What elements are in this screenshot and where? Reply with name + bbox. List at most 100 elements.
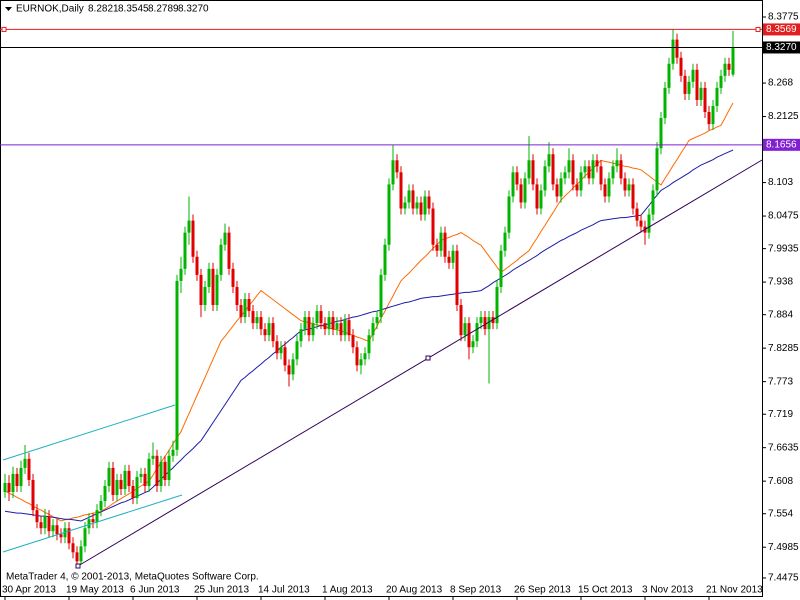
y-tick-label: 8.3775 bbox=[768, 12, 799, 23]
candle-body bbox=[223, 232, 227, 245]
candle-body bbox=[139, 473, 143, 477]
candle-body bbox=[495, 286, 499, 324]
candle-body bbox=[595, 160, 599, 167]
candle-body bbox=[503, 232, 507, 251]
y-tick-label: 8.0475 bbox=[768, 211, 799, 222]
candle-body bbox=[667, 63, 671, 88]
candle-body bbox=[403, 202, 407, 209]
x-tick-label: 8 Sep 2013 bbox=[450, 585, 502, 596]
candle-body bbox=[543, 166, 547, 191]
candle-body bbox=[143, 473, 147, 486]
candle-body bbox=[27, 458, 31, 480]
candle-body bbox=[103, 485, 107, 502]
candle-body bbox=[207, 268, 211, 287]
candle-body bbox=[387, 184, 391, 245]
candle-body bbox=[287, 365, 291, 375]
candle-body bbox=[427, 196, 431, 209]
anchor-point bbox=[425, 355, 431, 361]
candle-body bbox=[355, 347, 359, 366]
candle-body bbox=[183, 232, 187, 269]
candle-body bbox=[479, 317, 483, 324]
candle-body bbox=[75, 552, 79, 562]
candle-body bbox=[395, 160, 399, 173]
candle-body bbox=[635, 208, 639, 221]
candle-body bbox=[423, 196, 427, 215]
candle-body bbox=[343, 320, 347, 336]
candle-body bbox=[607, 178, 611, 197]
candle-body bbox=[367, 335, 371, 354]
candle-body bbox=[311, 323, 315, 336]
candle-body bbox=[19, 467, 23, 486]
candle-body bbox=[95, 510, 99, 523]
x-tick-label: 6 Jun 2013 bbox=[130, 585, 180, 596]
x-tick-label: 15 Oct 2013 bbox=[578, 585, 633, 596]
candle-body bbox=[559, 178, 563, 197]
candle-body bbox=[375, 317, 379, 324]
candle-body bbox=[435, 244, 439, 251]
candle-body bbox=[295, 341, 299, 360]
candle-body bbox=[315, 311, 319, 324]
candle-body bbox=[575, 184, 579, 191]
x-tick-label: 25 Jun 2013 bbox=[194, 585, 249, 596]
level-label: 8.3270 bbox=[766, 42, 797, 53]
level-label: 8.3569 bbox=[766, 24, 797, 35]
menu-arrow[interactable] bbox=[5, 7, 12, 11]
candle-body bbox=[715, 87, 719, 106]
quote-low: 8.2789 bbox=[148, 4, 179, 15]
candle-body bbox=[483, 317, 487, 330]
candle-body bbox=[203, 286, 207, 306]
candle-body bbox=[719, 75, 723, 88]
candle-body bbox=[83, 528, 87, 547]
y-tick-label: 7.719 bbox=[768, 409, 793, 420]
candle-body bbox=[47, 516, 51, 532]
candle-body bbox=[459, 305, 463, 336]
y-tick-label: 7.9935 bbox=[768, 243, 799, 254]
candle-body bbox=[363, 353, 367, 360]
y-tick-label: 7.554 bbox=[768, 508, 793, 519]
candle-body bbox=[603, 184, 607, 197]
y-tick-label: 7.4985 bbox=[768, 542, 799, 553]
candle-body bbox=[699, 87, 703, 100]
anchor-point bbox=[75, 563, 81, 569]
x-tick-label: 20 Aug 2013 bbox=[386, 585, 443, 596]
plot-area bbox=[3, 29, 735, 568]
candle-body bbox=[323, 323, 327, 330]
candle-body bbox=[731, 47, 735, 75]
x-tick-label: 26 Sep 2013 bbox=[514, 585, 571, 596]
candle-body bbox=[23, 458, 27, 468]
candle-body bbox=[463, 323, 467, 336]
candle-body bbox=[571, 160, 575, 185]
y-tick-label: 8.2125 bbox=[768, 111, 799, 122]
candle-body bbox=[451, 250, 455, 263]
candle-body bbox=[123, 470, 127, 489]
level-label-box bbox=[763, 23, 800, 36]
candle-body bbox=[167, 455, 171, 480]
y-tick-label: 8.268 bbox=[768, 78, 793, 89]
candle-body bbox=[243, 298, 247, 318]
candle-body bbox=[391, 160, 395, 185]
candle-body bbox=[639, 220, 643, 227]
candle-body bbox=[195, 256, 199, 275]
candle-body bbox=[407, 190, 411, 203]
candle-body bbox=[87, 519, 91, 529]
candle-body bbox=[131, 485, 135, 499]
candle-body bbox=[151, 455, 155, 459]
candle-body bbox=[11, 473, 15, 493]
candle-body bbox=[611, 166, 615, 179]
candle-body bbox=[711, 105, 715, 125]
candle-body bbox=[703, 87, 707, 113]
level-label-box bbox=[763, 41, 800, 54]
candle-body bbox=[415, 202, 419, 209]
y-tick-label: 7.938 bbox=[768, 277, 793, 288]
candle-body bbox=[515, 172, 519, 185]
candle-body bbox=[455, 250, 459, 306]
candle-body bbox=[179, 268, 183, 281]
candle-body bbox=[579, 172, 583, 191]
candle-body bbox=[671, 39, 675, 64]
candle-body bbox=[255, 317, 259, 324]
candle-body bbox=[511, 172, 515, 197]
candle-body bbox=[187, 220, 191, 233]
candle-body bbox=[299, 329, 303, 342]
candle-body bbox=[247, 298, 251, 312]
